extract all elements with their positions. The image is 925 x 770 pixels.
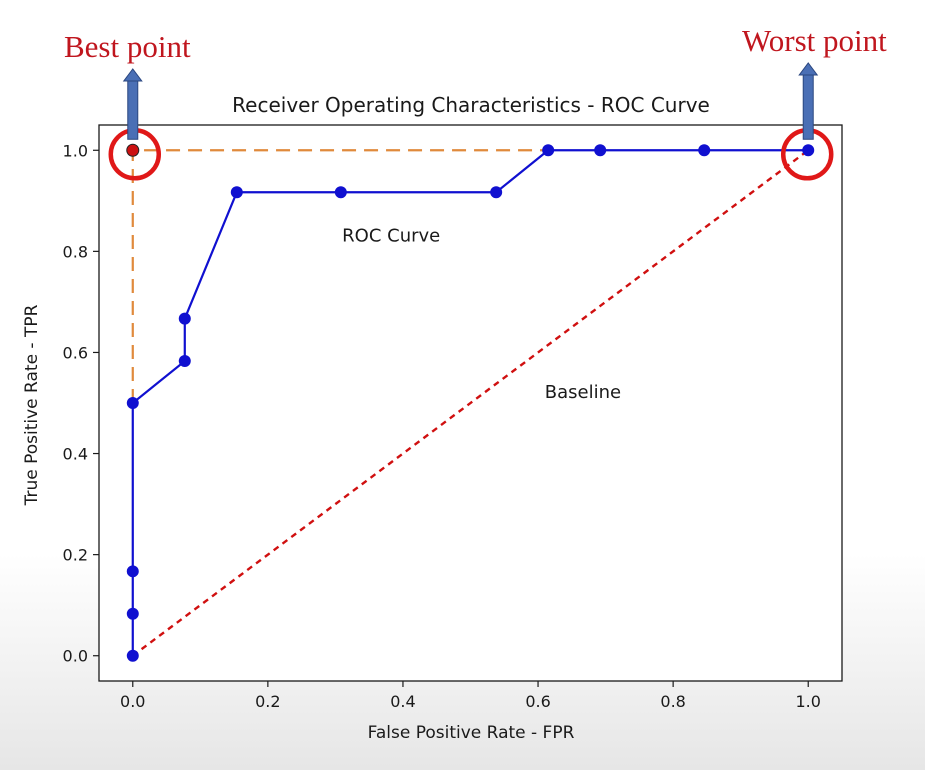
y-axis-label: True Positive Rate - TPR <box>22 304 42 506</box>
roc-point <box>698 144 711 157</box>
roc-point <box>230 186 243 199</box>
y-tick-label: 0.8 <box>63 242 88 261</box>
best-point-marker <box>126 143 140 157</box>
y-tick-label: 1.0 <box>63 141 88 160</box>
roc-point <box>178 355 191 368</box>
best-point-arrow-head <box>122 68 143 82</box>
x-tick-label: 1.0 <box>796 692 821 711</box>
roc-curve-series <box>126 144 815 662</box>
y-tick-label: 0.6 <box>63 343 88 362</box>
x-tick-label: 0.8 <box>660 692 685 711</box>
roc-point <box>126 607 139 620</box>
y-axis-ticks: 0.0 0.2 0.4 0.6 0.8 1.0 <box>63 141 99 666</box>
roc-point <box>490 186 503 199</box>
roc-curve-label: ROC Curve <box>342 225 440 246</box>
x-axis-label: False Positive Rate - FPR <box>368 723 575 743</box>
roc-point <box>126 565 139 578</box>
roc-point <box>126 397 139 409</box>
worst-point-arrow-head <box>798 62 819 76</box>
x-tick-label: 0.6 <box>525 692 550 711</box>
roc-point <box>334 186 347 199</box>
baseline-series <box>132 149 809 657</box>
chart-title: Receiver Operating Characteristics - ROC… <box>232 93 710 117</box>
y-tick-label: 0.4 <box>63 445 88 464</box>
worst-point-label: Worst point <box>742 23 887 58</box>
worst-point-arrow-shaft <box>802 72 814 140</box>
y-tick-label: 0.2 <box>63 546 88 565</box>
roc-point <box>542 144 555 157</box>
x-tick-label: 0.2 <box>255 692 280 711</box>
roc-point <box>178 312 191 325</box>
best-point-arrow-shaft <box>127 78 139 140</box>
roc-point <box>802 144 815 157</box>
baseline-line <box>132 149 809 657</box>
annotations <box>108 62 834 181</box>
best-point-label: Best point <box>64 29 191 64</box>
x-tick-label: 0.4 <box>390 692 415 711</box>
roc-point <box>126 649 139 662</box>
x-tick-label: 0.0 <box>120 692 145 711</box>
x-axis-ticks: 0.0 0.2 0.4 0.6 0.8 1.0 <box>120 681 821 711</box>
y-tick-label: 0.0 <box>63 647 88 666</box>
roc-point <box>594 144 607 157</box>
baseline-label: Baseline <box>545 382 621 403</box>
